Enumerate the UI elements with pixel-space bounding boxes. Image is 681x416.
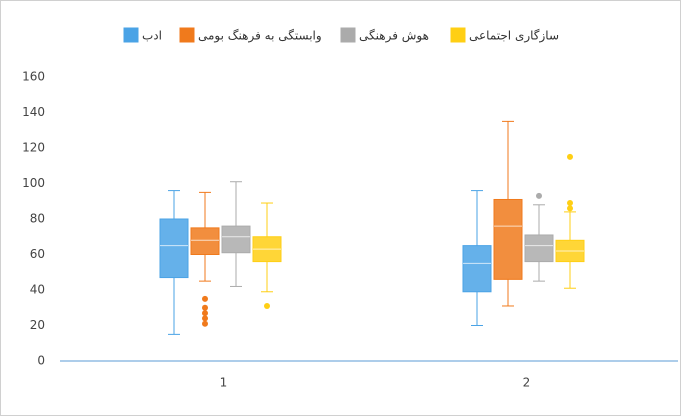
chart: 0 20 40 60 80 100 120 140 160 ادب وابستگی به فرهنگ… <box>0 0 681 416</box>
outlier <box>264 303 270 309</box>
box <box>160 219 188 278</box>
x-tick-label: 1 <box>220 376 228 390</box>
y-tick-label: 100 <box>22 176 45 190</box>
y-tick-label: 0 <box>37 354 45 368</box>
outlier <box>567 154 573 160</box>
y-tick-label: 120 <box>22 141 45 155</box>
legend-label: هوش فرهنگی <box>359 29 429 44</box>
x-tick-label: 2 <box>523 376 531 390</box>
legend-label: ادب <box>142 29 162 43</box>
legend-swatch <box>124 28 138 42</box>
outlier <box>202 305 208 311</box>
y-tick-label: 40 <box>30 283 45 297</box>
y-tick-label: 160 <box>22 70 45 84</box>
box <box>191 228 219 255</box>
outlier <box>202 296 208 302</box>
outlier <box>202 315 208 321</box>
chart-frame <box>1 1 681 416</box>
y-tick-label: 20 <box>30 318 45 332</box>
box <box>494 199 522 279</box>
legend-swatch <box>180 28 194 42</box>
outlier <box>202 310 208 316</box>
outlier <box>567 200 573 206</box>
outlier <box>202 321 208 327</box>
legend-swatch <box>451 28 465 42</box>
box <box>463 246 491 292</box>
y-tick-label: 80 <box>30 212 45 226</box>
box <box>525 235 553 262</box>
outlier <box>536 193 542 199</box>
y-tick-label: 140 <box>22 105 45 119</box>
legend-label: وابستگی به فرهنگ بومی <box>198 29 322 44</box>
legend-label: سازگاری اجتماعی <box>469 29 559 44</box>
outlier <box>567 205 573 211</box>
box <box>222 226 250 253</box>
legend-swatch <box>341 28 355 42</box>
y-tick-label: 60 <box>30 247 45 261</box>
